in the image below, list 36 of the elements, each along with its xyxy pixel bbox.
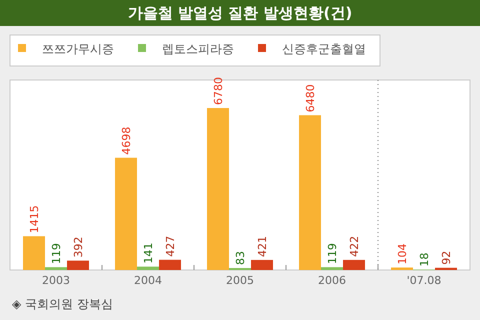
bar <box>115 158 137 270</box>
data-label: 1415 <box>28 205 41 234</box>
data-label: 392 <box>72 236 85 258</box>
bar <box>45 267 67 270</box>
data-label: 6480 <box>304 84 317 112</box>
x-tick-label: 2006 <box>318 274 346 287</box>
legend-label: 렙토스피라증 <box>162 42 234 56</box>
data-label: 422 <box>348 236 361 257</box>
data-label: 4698 <box>120 126 133 155</box>
bar <box>23 236 45 270</box>
x-tick-label: 2004 <box>134 274 162 287</box>
data-label: 141 <box>142 242 155 264</box>
bar <box>251 260 273 270</box>
chart-title: 가을철 발열성 질환 발생현황(건) <box>128 4 352 22</box>
bar <box>137 266 159 270</box>
bar <box>67 260 89 270</box>
x-tick-label: '07.08 <box>406 274 442 287</box>
bar <box>207 108 229 270</box>
data-label: 18 <box>418 252 431 267</box>
legend-label: 신증후군출혈열 <box>282 42 366 56</box>
data-label: 83 <box>234 251 247 266</box>
text: ◈ 국회의원 장복심 <box>12 297 113 311</box>
x-tick-label: 2005 <box>226 274 254 287</box>
data-label: 427 <box>164 236 177 257</box>
data-label: 104 <box>396 244 409 265</box>
data-label: 421 <box>256 236 269 257</box>
data-label: 119 <box>326 243 339 264</box>
x-tick-label: 2003 <box>42 274 70 287</box>
bar <box>159 260 181 270</box>
bar <box>321 267 343 270</box>
legend-label: 쯔쯔가무시증 <box>42 42 114 56</box>
data-label: 92 <box>440 250 453 265</box>
bar <box>343 260 365 270</box>
data-label: 119 <box>50 243 63 264</box>
bar <box>299 115 321 270</box>
data-label: 6780 <box>212 77 225 106</box>
